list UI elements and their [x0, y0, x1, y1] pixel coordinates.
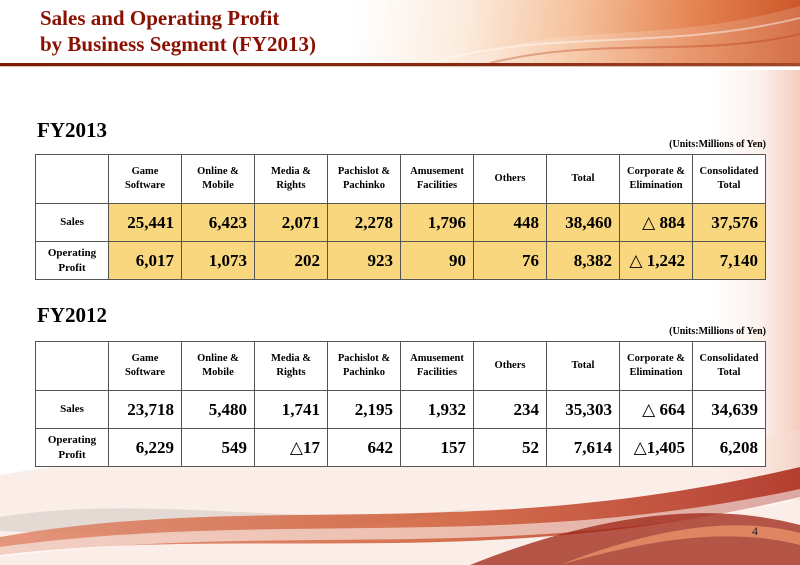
value-cell: 6,229 [108, 428, 182, 467]
value-cell: 25,441 [108, 203, 182, 242]
value-cell: 549 [181, 428, 255, 467]
slide-title-line1: Sales and Operating Profit [40, 6, 280, 30]
column-header: Amusement Facilities [400, 154, 474, 204]
column-header: Media & Rights [254, 154, 328, 204]
value-cell: 23,718 [108, 390, 182, 429]
value-cell: 76 [473, 241, 547, 280]
value-cell: 7,614 [546, 428, 620, 467]
slide-title: Sales and Operating Profit by Business S… [40, 5, 316, 57]
column-header: Amusement Facilities [400, 341, 474, 391]
fy2013-table: Game Software Online & Mobile Media & Righ… [35, 154, 766, 280]
value-cell: 234 [473, 390, 547, 429]
value-cell: 6,017 [108, 241, 182, 280]
value-cell: 52 [473, 428, 547, 467]
row-label: Operating Profit [35, 241, 109, 280]
fy2013-table-container: Game Software Online & Mobile Media & Righ… [35, 154, 766, 280]
year-heading-fy2013: FY2013 [37, 118, 107, 142]
row-label: Operating Profit [35, 428, 109, 467]
value-cell: 8,382 [546, 241, 620, 280]
value-cell: 923 [327, 241, 401, 280]
header-wave-decoration [429, 6, 800, 63]
column-header: Game Software [108, 154, 182, 204]
value-cell: △1,405 [619, 428, 693, 467]
column-header: Total [546, 154, 620, 204]
value-cell: 1,073 [181, 241, 255, 280]
column-header: Pachislot & Pachinko [327, 154, 401, 204]
column-header: Others [473, 154, 547, 204]
fy2012-table-container: Game Software Online & Mobile Media & Righ… [35, 341, 766, 467]
value-cell: 1,796 [400, 203, 474, 242]
slide-title-line2: by Business Segment (FY2013) [40, 32, 316, 56]
column-header: Consolidated Total [692, 154, 766, 204]
column-header: Consolidated Total [692, 341, 766, 391]
column-header: Game Software [108, 341, 182, 391]
value-cell: △17 [254, 428, 328, 467]
value-cell: 34,639 [692, 390, 766, 429]
column-header: Corporate & Elimination [619, 341, 693, 391]
value-cell: 642 [327, 428, 401, 467]
column-header: Online & Mobile [181, 154, 255, 204]
value-cell: 1,741 [254, 390, 328, 429]
column-header: Online & Mobile [181, 341, 255, 391]
column-header: Total [546, 341, 620, 391]
units-label-fy2013: (Units:Millions of Yen) [669, 139, 766, 150]
row-label: Sales [35, 203, 109, 242]
value-cell: 6,423 [181, 203, 255, 242]
value-cell: 38,460 [546, 203, 620, 242]
value-cell: 35,303 [546, 390, 620, 429]
page-number: 4 [752, 524, 758, 538]
value-cell: 6,208 [692, 428, 766, 467]
value-cell: 157 [400, 428, 474, 467]
value-cell: 2,071 [254, 203, 328, 242]
fy2012-table: Game Software Online & Mobile Media & Righ… [35, 341, 766, 467]
row-label: Sales [35, 390, 109, 429]
value-cell: 5,480 [181, 390, 255, 429]
value-cell: 90 [400, 241, 474, 280]
slide-header [0, 0, 800, 63]
value-cell: 7,140 [692, 241, 766, 280]
value-cell: 37,576 [692, 203, 766, 242]
value-cell: △ 884 [619, 203, 693, 242]
value-cell: 202 [254, 241, 328, 280]
units-label-fy2012: (Units:Millions of Yen) [669, 326, 766, 337]
column-header: Others [473, 341, 547, 391]
table-corner-cell [35, 341, 109, 391]
value-cell: 2,195 [327, 390, 401, 429]
column-header: Corporate & Elimination [619, 154, 693, 204]
value-cell: 448 [473, 203, 547, 242]
value-cell: △ 664 [619, 390, 693, 429]
value-cell: 2,278 [327, 203, 401, 242]
header-divider [0, 63, 800, 66]
value-cell: 1,932 [400, 390, 474, 429]
table-corner-cell [35, 154, 109, 204]
value-cell: △ 1,242 [619, 241, 693, 280]
column-header: Pachislot & Pachinko [327, 341, 401, 391]
year-heading-fy2012: FY2012 [37, 303, 107, 327]
column-header: Media & Rights [254, 341, 328, 391]
